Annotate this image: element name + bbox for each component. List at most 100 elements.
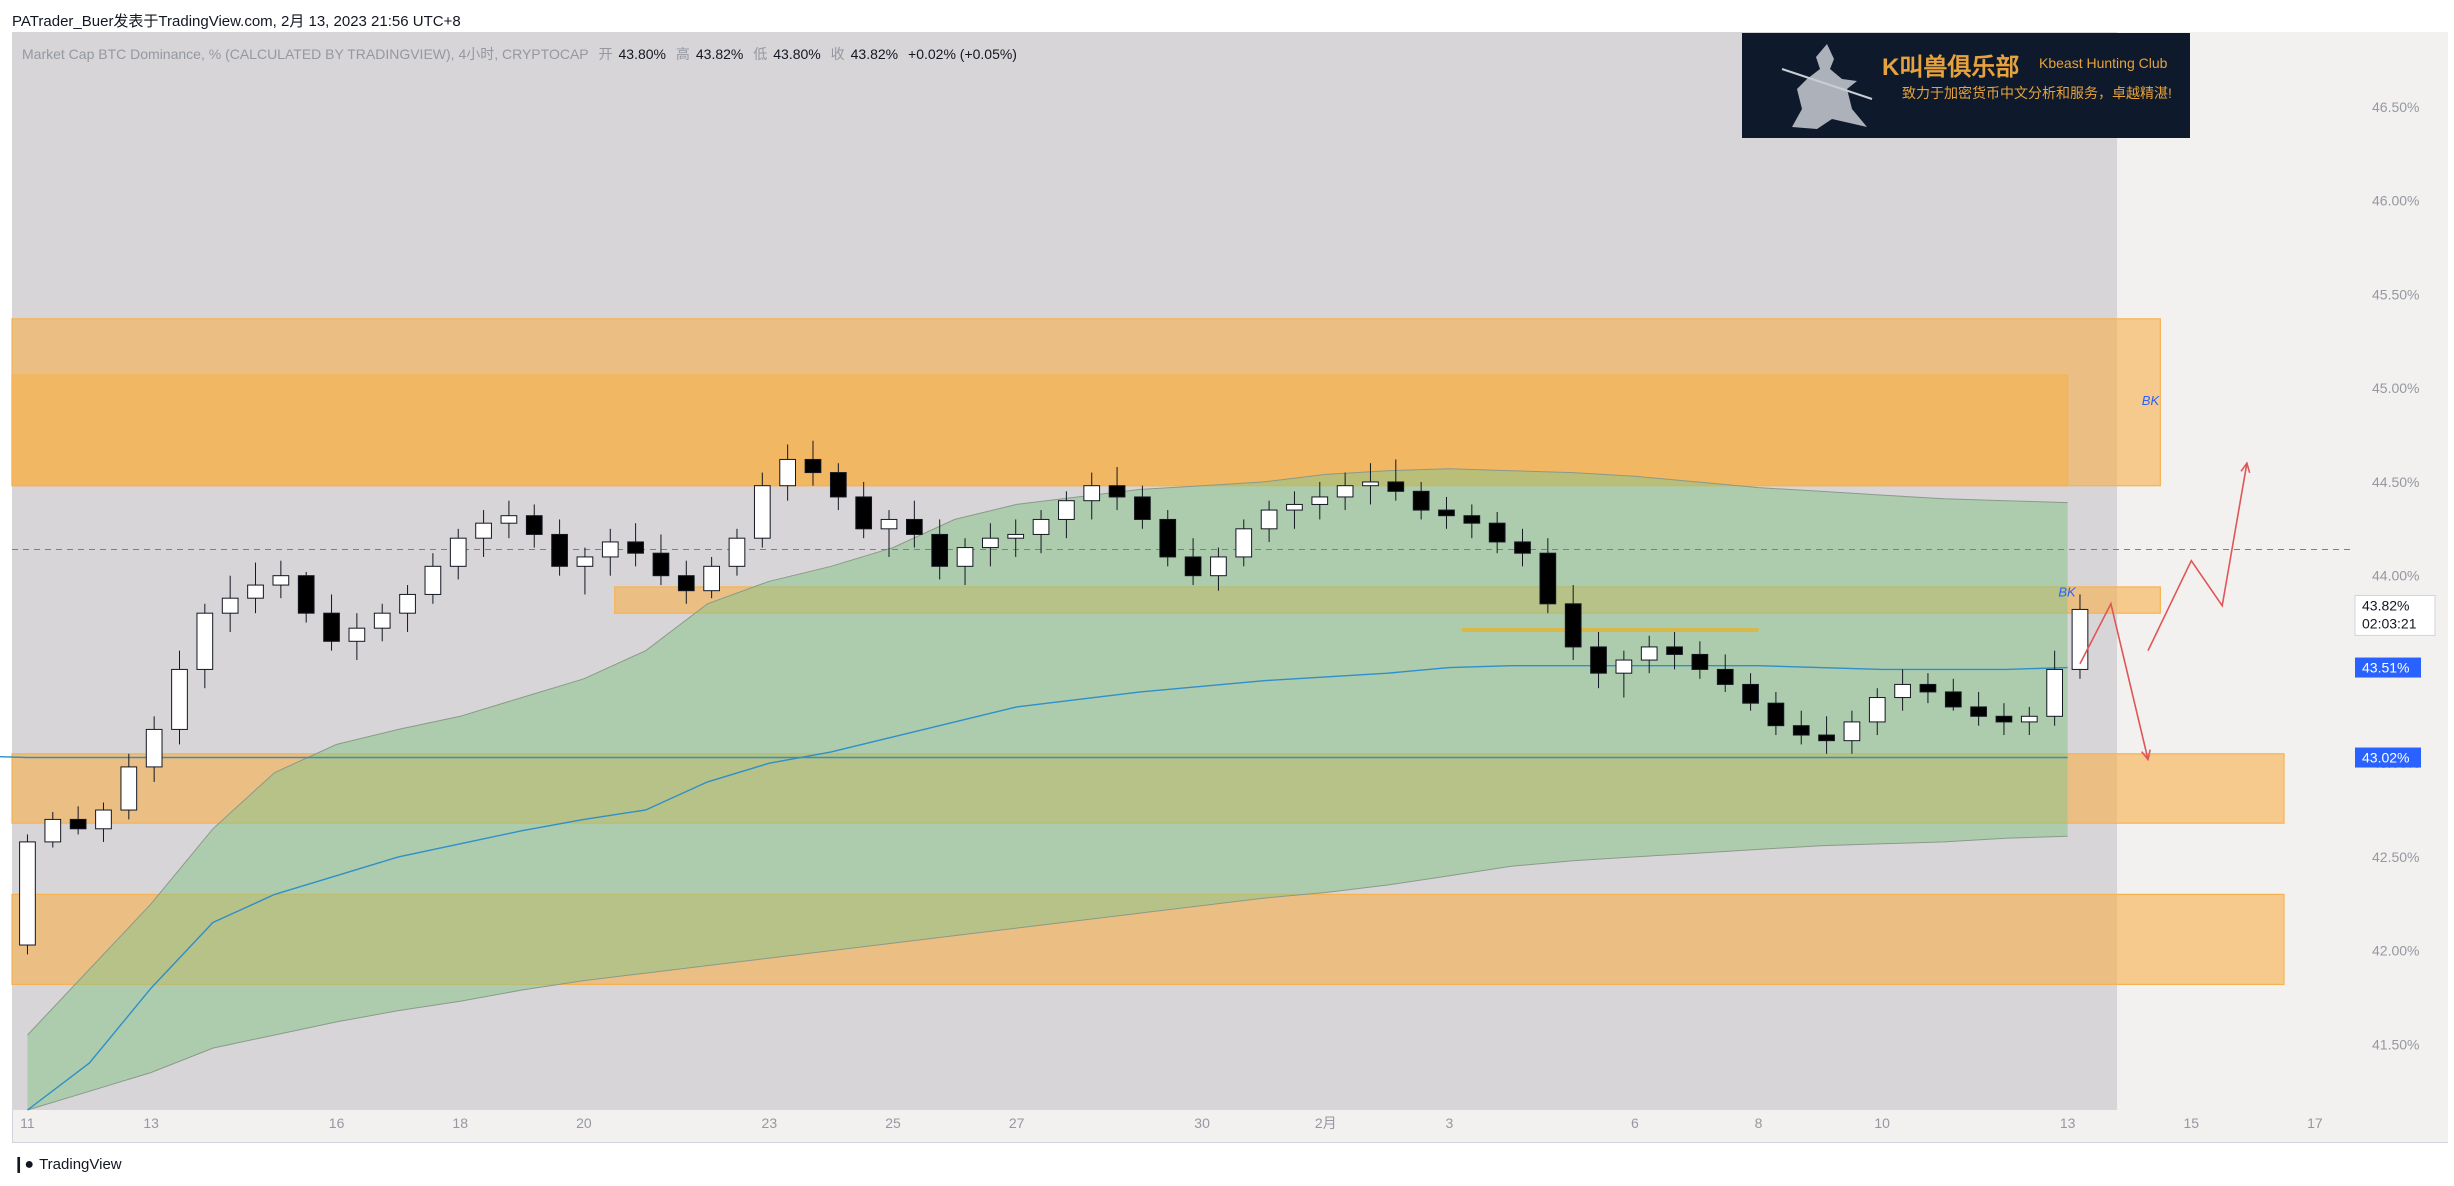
candle-body [95, 809, 112, 830]
candle-body [1615, 659, 1633, 674]
x-tick-label: 27 [1009, 1115, 1025, 1131]
banner-subtitle: 致力于加密货币中文分析和服务，卓越精湛! [1902, 85, 2172, 101]
candle-body [1463, 515, 1481, 524]
legend-open-label: 开 [598, 46, 613, 62]
candle-body [677, 575, 695, 592]
candle-body [1362, 481, 1379, 487]
candle-body [931, 533, 949, 567]
candle-body [1539, 552, 1557, 605]
x-tick-label: 15 [2183, 1115, 2199, 1131]
hunter-logo-icon [1781, 44, 1873, 129]
x-tick-label: 11 [20, 1115, 35, 1131]
y-tick-label: 44.50% [2372, 474, 2419, 490]
x-tick-label: 20 [576, 1115, 592, 1131]
x-tick-label: 6 [1631, 1115, 1639, 1131]
candle-body [120, 766, 138, 811]
candle-body [728, 537, 746, 567]
candle-body [171, 668, 188, 730]
candle-body [500, 515, 518, 524]
y-tick-label: 44.00% [2372, 568, 2419, 584]
legend-change: +0.02% (+0.05%) [908, 46, 1017, 62]
candle-body [247, 584, 264, 599]
y-tick-label: 42.50% [2372, 849, 2419, 865]
candle-body [1970, 706, 1987, 717]
candle-body [1767, 702, 1785, 727]
x-tick-label: 30 [1194, 1115, 1210, 1131]
candle-body [576, 556, 594, 567]
candle-body [627, 541, 644, 554]
candle-body [1134, 496, 1151, 520]
level-value-label: 43.02% [2362, 750, 2409, 766]
last-price-label: 43.82% [2362, 597, 2409, 613]
ma-value-badge [2355, 657, 2421, 678]
banner-title-en: Kbeast Hunting Club [2039, 55, 2168, 71]
candle-body [1286, 503, 1303, 511]
legend-close-label: 收 [830, 46, 845, 62]
y-tick-label: 41.50% [2372, 1036, 2419, 1052]
publisher-line: PATrader_Buer发表于TradingView.com, 2月 13, … [12, 13, 461, 30]
y-tick-label: 46.50% [2372, 99, 2419, 115]
legend-high: 43.82% [695, 46, 744, 62]
candle-body [753, 485, 771, 539]
candle-body [1336, 485, 1354, 498]
candle-body [525, 515, 543, 535]
arrow-head [2141, 749, 2151, 762]
candle-body [1488, 522, 1506, 543]
candle-body [1032, 518, 1050, 535]
moving-average-line [27, 665, 2068, 1111]
candle-body [424, 565, 442, 595]
candle-body [1184, 556, 1202, 577]
legend-open: 43.80% [618, 46, 666, 62]
candle-body [829, 472, 847, 498]
candle-body [956, 547, 974, 567]
candle-body [551, 533, 568, 567]
footer-brand: TradingView [39, 1155, 122, 1173]
candle-body [1742, 683, 1759, 704]
zone-label: BK [2058, 584, 2077, 599]
candle-body [373, 612, 391, 629]
projection-path-down [2079, 601, 2149, 760]
candle-body [1590, 646, 1607, 674]
candle-body [272, 575, 290, 586]
banner-title: K叫兽俱乐部 [1882, 54, 2020, 81]
candle-body [804, 458, 822, 474]
candle-body [1210, 556, 1227, 577]
candle-body [880, 518, 898, 530]
projection-path-up [2147, 463, 2248, 652]
candle-body [652, 552, 670, 577]
candle-body [2020, 715, 2038, 723]
candle-body [1919, 683, 1937, 693]
candle-body [1716, 668, 1734, 685]
candle-body [1995, 715, 2013, 723]
x-tick-label: 17 [2307, 1115, 2323, 1131]
candle-body [1260, 509, 1278, 530]
y-tick-label: 46.00% [2372, 193, 2419, 209]
candle-body [1868, 697, 1886, 723]
candle-body [19, 841, 36, 946]
candle-body [2046, 668, 2063, 717]
candle-body [1007, 533, 1025, 539]
candle-body [44, 818, 62, 843]
candle-body [1108, 485, 1126, 498]
candle-body [221, 597, 239, 614]
candle-body [145, 728, 163, 768]
candle-body [1640, 646, 1658, 661]
x-tick-label: 18 [452, 1115, 468, 1131]
candle-body [1159, 518, 1177, 558]
supply-demand-zone [11, 374, 2069, 487]
candle-body [1818, 734, 1835, 742]
candle-body [323, 612, 340, 642]
tradingview-logo-icon: ❙● [12, 1156, 34, 1173]
candle-body [703, 565, 720, 592]
candle-body [905, 518, 923, 535]
y-tick-label: 42.00% [2372, 943, 2419, 959]
candle-body [1083, 485, 1101, 502]
candle-body [1387, 481, 1405, 492]
footer: ❙● TradingView [12, 1154, 122, 1174]
legend-high-label: 高 [675, 46, 690, 62]
y-tick-label: 45.50% [2372, 286, 2419, 302]
x-tick-label: 3 [1445, 1115, 1453, 1131]
channel-upper-line [27, 468, 2068, 1036]
candle-body [1412, 490, 1430, 511]
